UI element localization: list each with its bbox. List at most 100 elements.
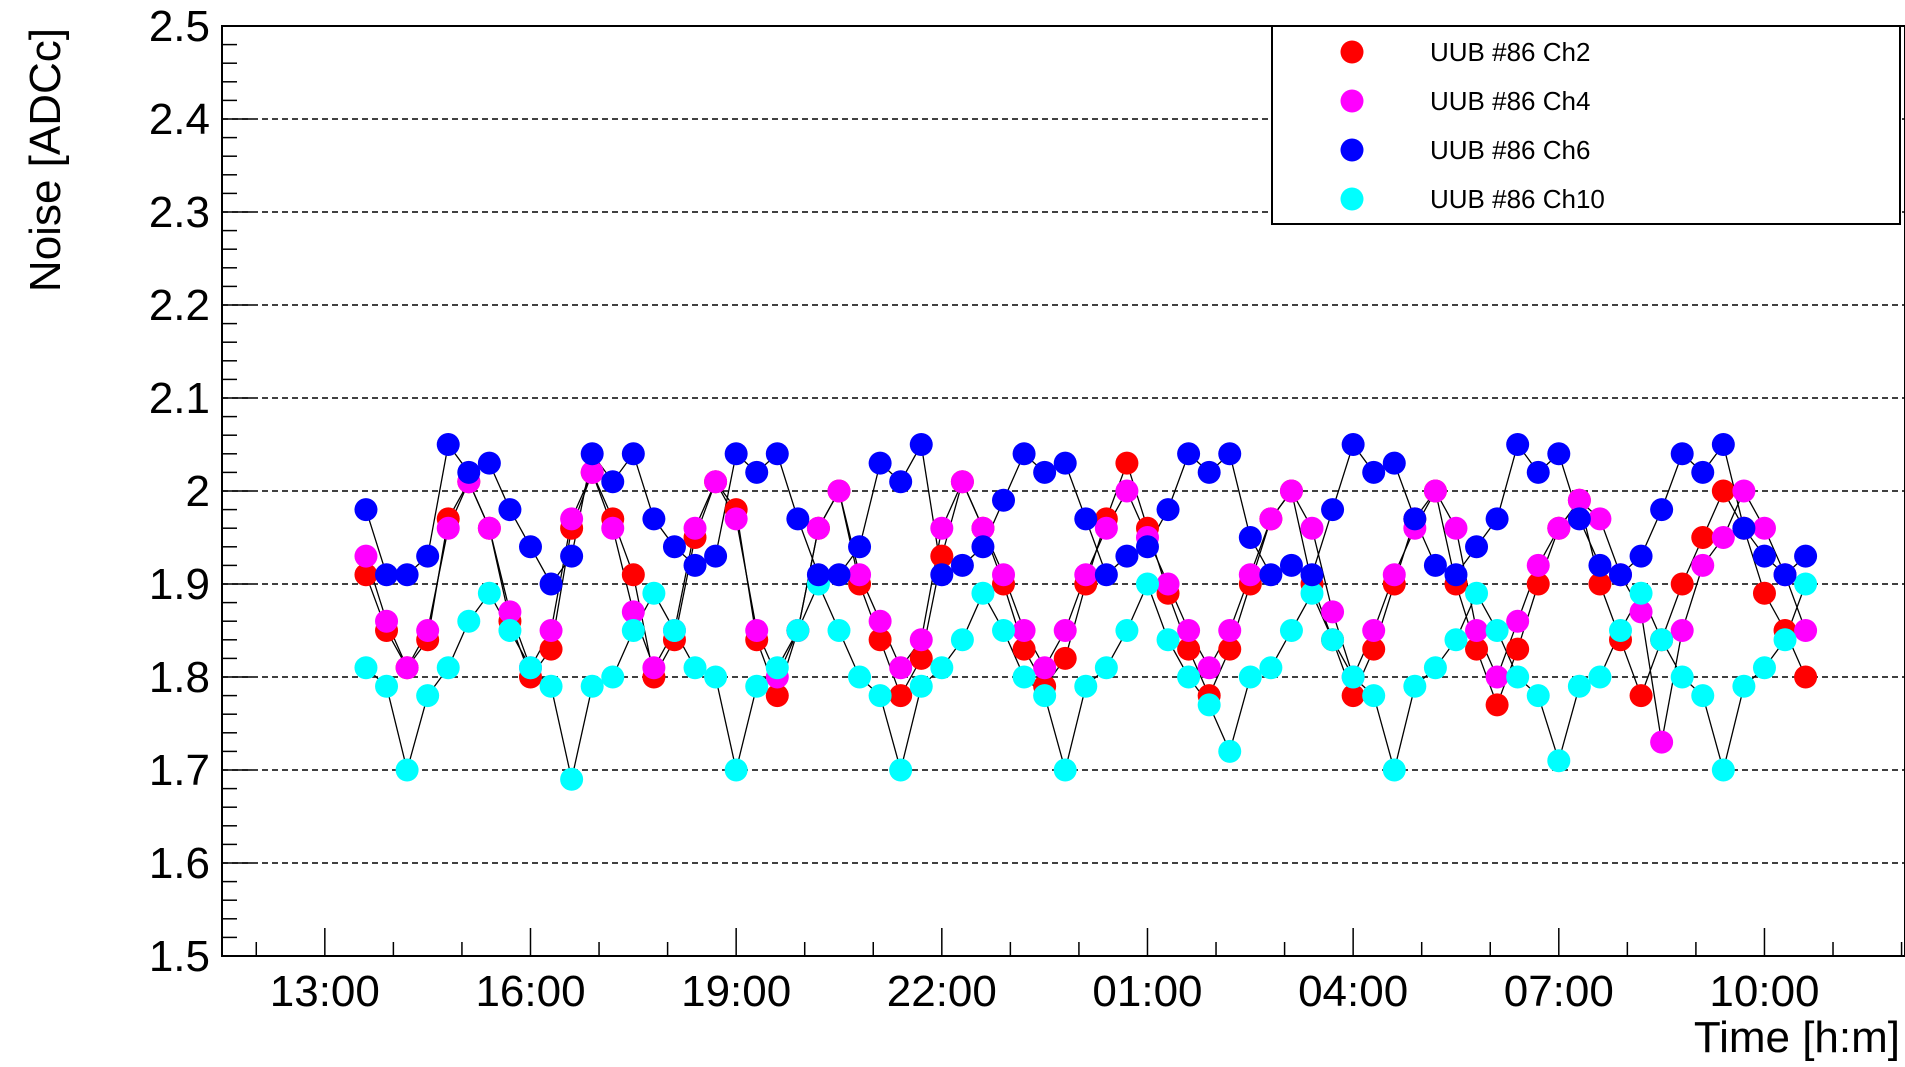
data-point	[1465, 619, 1489, 642]
data-point	[601, 516, 625, 540]
data-point	[580, 674, 604, 698]
data-point	[1711, 479, 1735, 503]
legend: UUB #86 Ch2 UUB #86 Ch4 UUB #86 Ch6 UUB #86…	[1271, 25, 1901, 225]
data-point	[1382, 563, 1406, 587]
data-point	[1567, 507, 1591, 531]
data-point	[992, 563, 1016, 587]
data-point	[704, 544, 728, 568]
data-point	[1526, 572, 1550, 596]
data-point	[848, 535, 872, 559]
legend-label: UUB #86 Ch6	[1430, 135, 1590, 165]
data-point	[662, 619, 686, 642]
data-point	[1444, 628, 1468, 652]
legend-marker	[1340, 40, 1364, 64]
data-point	[1177, 442, 1201, 466]
data-point	[1485, 665, 1509, 689]
data-point	[416, 619, 440, 642]
y-tick-label: 2.1	[149, 374, 210, 423]
data-point	[1135, 535, 1159, 559]
data-point	[1238, 665, 1262, 689]
data-point	[642, 581, 666, 605]
data-point	[1033, 460, 1057, 484]
data-point	[806, 563, 830, 587]
data-point	[950, 553, 974, 577]
data-point	[1444, 563, 1468, 587]
data-point	[1465, 637, 1489, 661]
data-point	[1177, 637, 1201, 661]
data-point	[1279, 553, 1303, 577]
data-point	[1526, 553, 1550, 577]
data-point	[786, 507, 810, 531]
legend-marker	[1340, 138, 1364, 162]
data-point	[1547, 516, 1571, 540]
data-point	[745, 674, 769, 698]
y-tick-label: 1.8	[149, 653, 210, 702]
data-point	[621, 442, 645, 466]
data-point	[1074, 507, 1098, 531]
data-point	[868, 609, 892, 633]
data-point	[518, 656, 542, 680]
data-point	[909, 674, 933, 698]
data-point	[1012, 637, 1036, 661]
data-point	[848, 665, 872, 689]
data-point	[868, 451, 892, 475]
data-point	[498, 619, 522, 642]
data-point	[1444, 516, 1468, 540]
data-point	[1033, 684, 1057, 708]
data-point	[889, 758, 913, 782]
legend-box	[1271, 25, 1901, 225]
data-point	[601, 665, 625, 689]
data-point	[1012, 619, 1036, 642]
data-point	[1423, 553, 1447, 577]
data-point	[1053, 758, 1077, 782]
x-tick-label: 13:00	[270, 967, 380, 1016]
x-axis-title: Time [h:m]	[1694, 1013, 1900, 1062]
data-point	[498, 498, 522, 522]
data-point	[642, 656, 666, 680]
data-point	[395, 656, 419, 680]
data-point	[416, 684, 440, 708]
y-axis: 1.5 1.6 1.7 1.8 1.9 2 2.1 2.2 2.3 2.4 2.5	[149, 2, 252, 981]
data-point	[930, 544, 954, 568]
y-tick-label: 1.5	[149, 932, 210, 981]
data-point	[1650, 730, 1674, 754]
data-point	[1485, 693, 1509, 717]
data-point	[1465, 581, 1489, 605]
data-point	[1177, 619, 1201, 642]
data-point	[436, 433, 460, 456]
data-point	[930, 656, 954, 680]
data-point	[1218, 619, 1242, 642]
data-point	[1711, 758, 1735, 782]
data-point	[1259, 507, 1283, 531]
data-point	[1732, 516, 1756, 540]
data-point	[765, 442, 789, 466]
data-point	[889, 656, 913, 680]
data-point	[1609, 563, 1633, 587]
data-point	[354, 498, 378, 522]
data-point	[642, 507, 666, 531]
data-point	[848, 563, 872, 587]
data-point	[704, 665, 728, 689]
data-point	[477, 451, 501, 475]
data-point	[1115, 479, 1139, 503]
y-axis-title: Noise [ADCc]	[21, 28, 70, 292]
data-point	[580, 460, 604, 484]
data-point	[1526, 460, 1550, 484]
data-point	[498, 600, 522, 624]
data-point	[950, 628, 974, 652]
data-point	[1629, 581, 1653, 605]
data-point	[436, 656, 460, 680]
data-point	[1094, 656, 1118, 680]
data-point	[909, 628, 933, 652]
data-point	[1506, 433, 1530, 456]
data-point	[1218, 739, 1242, 763]
data-point	[992, 619, 1016, 642]
y-tick-label: 1.9	[149, 560, 210, 609]
data-point	[1156, 572, 1180, 596]
data-point	[1650, 498, 1674, 522]
data-point	[1567, 674, 1591, 698]
data-point	[745, 460, 769, 484]
x-tick-label: 04:00	[1298, 967, 1408, 1016]
data-point	[621, 619, 645, 642]
data-point	[1300, 581, 1324, 605]
